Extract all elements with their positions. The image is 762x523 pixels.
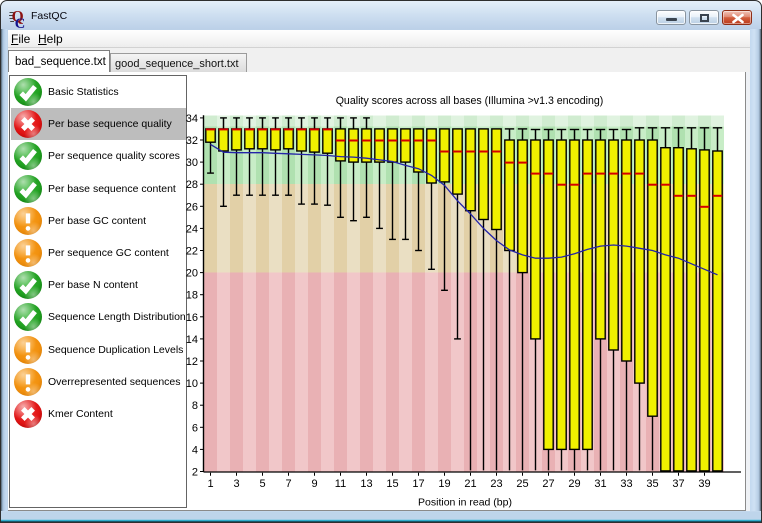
- svg-text:28: 28: [186, 179, 198, 191]
- svg-text:25: 25: [516, 478, 528, 490]
- svg-text:2: 2: [192, 467, 198, 479]
- svg-text:22: 22: [186, 246, 198, 258]
- svg-text:11: 11: [335, 478, 346, 490]
- svg-text:39: 39: [698, 478, 710, 490]
- svg-text:24: 24: [186, 223, 198, 235]
- svg-text:15: 15: [386, 478, 398, 490]
- svg-text:13: 13: [360, 478, 372, 490]
- svg-text:33: 33: [620, 478, 632, 490]
- svg-text:10: 10: [186, 378, 198, 390]
- svg-text:27: 27: [542, 478, 554, 490]
- svg-text:16: 16: [186, 312, 198, 324]
- svg-text:32: 32: [186, 135, 198, 147]
- svg-text:Quality scores across all base: Quality scores across all bases (Illumin…: [336, 95, 604, 107]
- svg-text:34: 34: [186, 113, 198, 125]
- svg-text:5: 5: [259, 478, 265, 490]
- svg-text:Q: Q: [12, 9, 24, 25]
- svg-text:12: 12: [186, 356, 198, 368]
- svg-text:8: 8: [192, 400, 198, 412]
- svg-text:20: 20: [186, 268, 198, 280]
- svg-text:Position in read (bp): Position in read (bp): [418, 497, 512, 509]
- svg-text:35: 35: [646, 478, 658, 490]
- svg-text:18: 18: [186, 290, 198, 302]
- svg-text:31: 31: [594, 478, 606, 490]
- svg-text:7: 7: [285, 478, 291, 490]
- svg-text:23: 23: [490, 478, 502, 490]
- svg-text:9: 9: [311, 478, 317, 490]
- svg-text:21: 21: [464, 478, 476, 490]
- svg-text:19: 19: [438, 478, 450, 490]
- svg-text:1: 1: [207, 478, 213, 490]
- svg-text:14: 14: [186, 334, 198, 346]
- svg-text:37: 37: [672, 478, 684, 490]
- svg-text:3: 3: [233, 478, 239, 490]
- svg-text:4: 4: [192, 444, 198, 456]
- svg-text:30: 30: [186, 157, 198, 169]
- svg-text:29: 29: [568, 478, 580, 490]
- svg-text:26: 26: [186, 201, 198, 213]
- svg-text:C: C: [15, 16, 25, 28]
- svg-text:6: 6: [192, 422, 198, 434]
- svg-text:17: 17: [412, 478, 424, 490]
